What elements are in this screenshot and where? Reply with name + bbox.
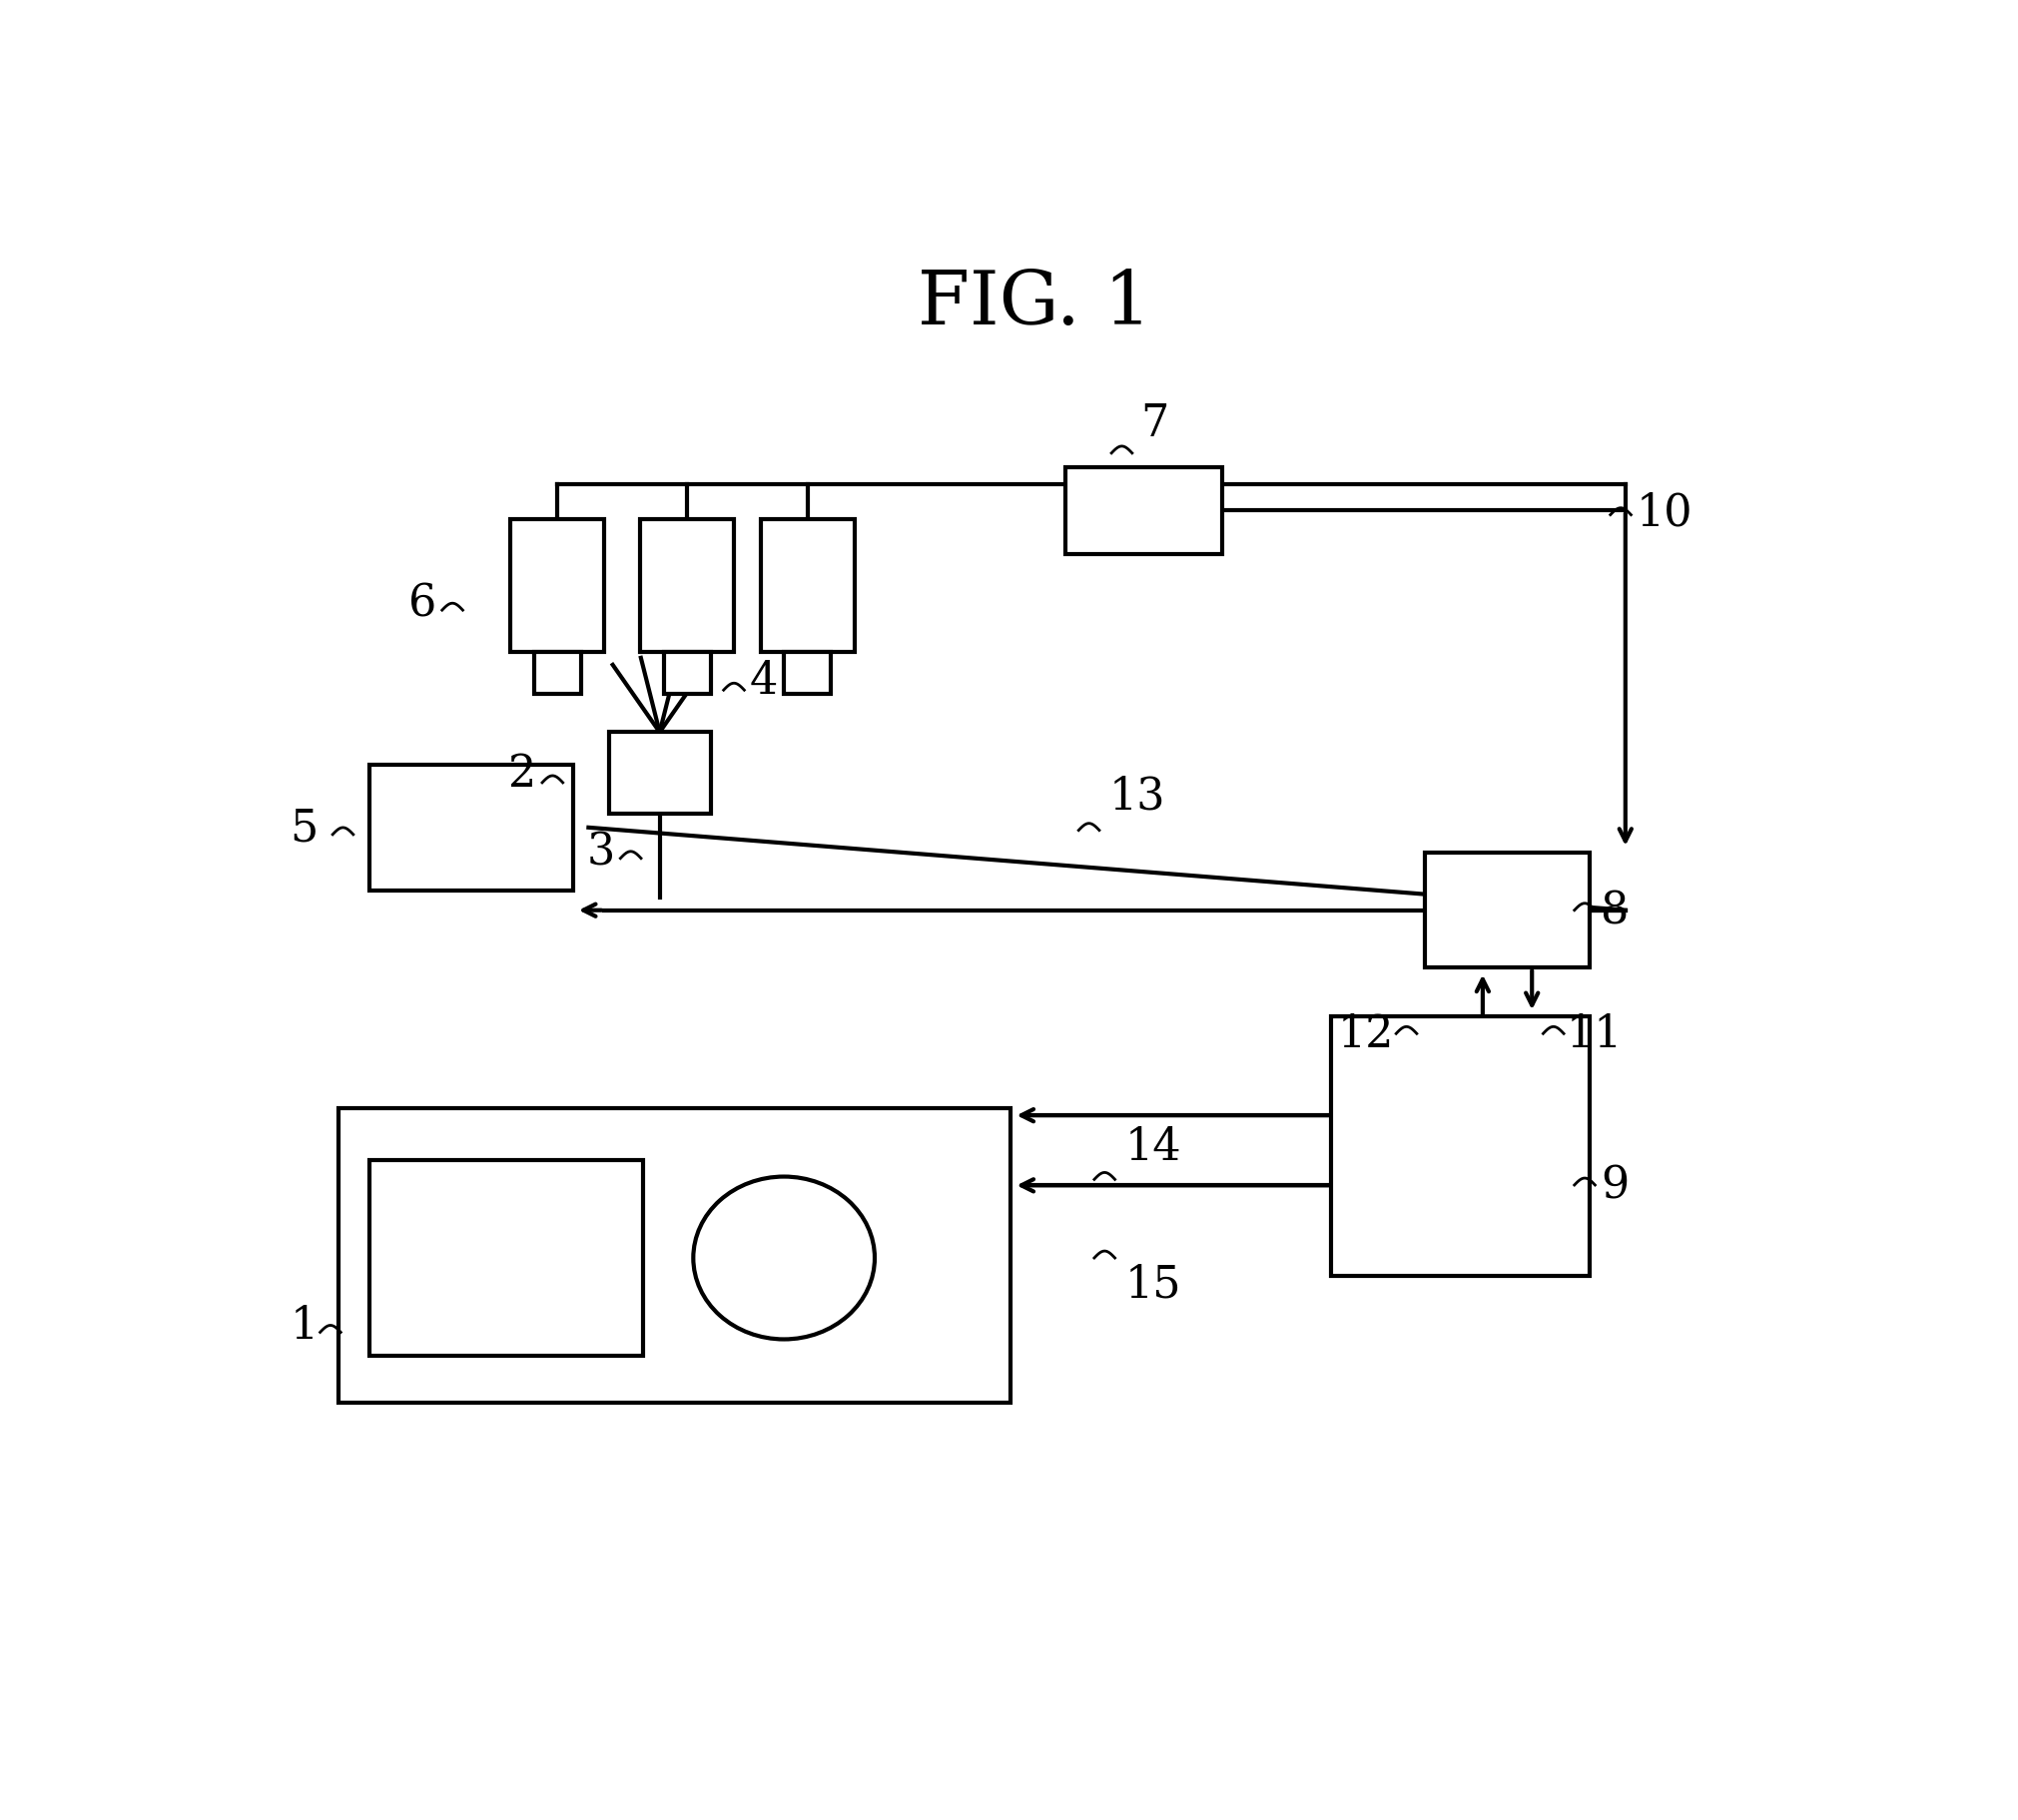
Bar <box>511 521 603 653</box>
Text: 5: 5 <box>291 806 319 850</box>
Circle shape <box>694 1178 874 1340</box>
Text: 11: 11 <box>1566 1012 1622 1056</box>
Bar <box>664 653 710 695</box>
Bar <box>1066 468 1223 555</box>
Text: FIG. 1: FIG. 1 <box>918 268 1150 340</box>
Text: 2: 2 <box>509 752 537 795</box>
Bar <box>339 1108 1011 1403</box>
Text: 1: 1 <box>291 1303 319 1347</box>
Text: 8: 8 <box>1600 890 1629 932</box>
Bar <box>609 733 710 814</box>
Bar <box>785 653 831 695</box>
Bar <box>761 521 854 653</box>
Bar <box>369 1159 644 1356</box>
Bar <box>640 521 735 653</box>
Text: 14: 14 <box>1124 1125 1181 1168</box>
Text: 10: 10 <box>1637 491 1693 535</box>
Text: 13: 13 <box>1110 775 1166 819</box>
Text: 4: 4 <box>749 659 777 703</box>
Bar <box>533 653 581 695</box>
Text: 12: 12 <box>1338 1012 1394 1056</box>
Bar <box>1425 854 1590 968</box>
Bar <box>369 764 573 892</box>
Text: 7: 7 <box>1140 402 1168 446</box>
Text: 6: 6 <box>408 582 436 626</box>
Text: 9: 9 <box>1600 1163 1629 1207</box>
Text: 15: 15 <box>1124 1263 1181 1305</box>
Bar <box>1332 1017 1590 1276</box>
Text: 3: 3 <box>587 830 615 874</box>
